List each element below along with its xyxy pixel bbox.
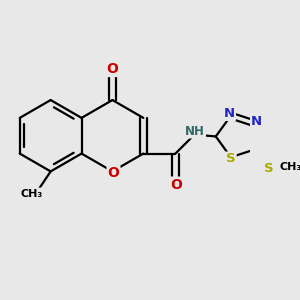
Text: CH₃: CH₃ [280,163,300,172]
Text: O: O [170,178,182,192]
Text: S: S [226,152,236,166]
Text: O: O [106,62,119,76]
Text: NH: NH [185,124,205,138]
Text: S: S [264,162,273,176]
Text: O: O [108,166,119,180]
Text: N: N [224,107,235,120]
Text: N: N [251,115,262,128]
Text: CH₃: CH₃ [21,188,43,199]
